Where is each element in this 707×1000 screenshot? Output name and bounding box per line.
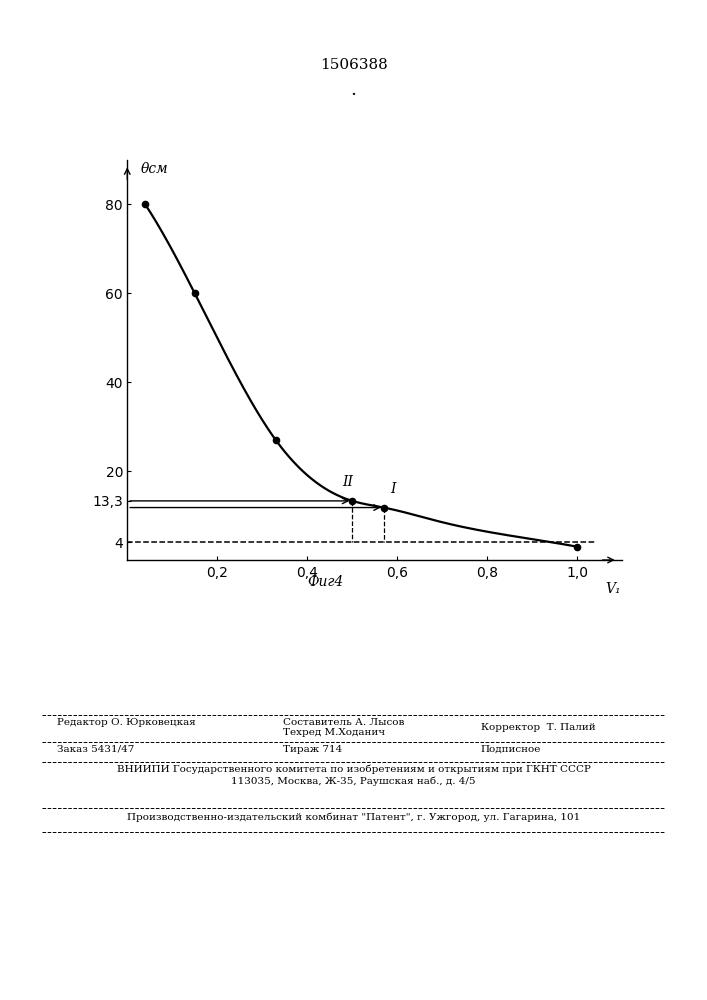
Text: Техред М.Хoданич: Техред М.Хoданич: [283, 728, 385, 737]
Text: II: II: [342, 475, 354, 489]
Text: 113035, Москва, Ж-35, Раушская наб., д. 4/5: 113035, Москва, Ж-35, Раушская наб., д. …: [231, 776, 476, 786]
Text: Тираж 714: Тираж 714: [283, 745, 342, 754]
Text: Составитель А. Лысов: Составитель А. Лысов: [283, 718, 404, 727]
Text: Заказ 5431/47: Заказ 5431/47: [57, 745, 134, 754]
Text: θсм: θсм: [141, 162, 168, 176]
Text: Фиг4: Фиг4: [307, 575, 344, 589]
Text: I: I: [390, 482, 395, 496]
Text: ·: ·: [351, 86, 356, 104]
Text: V₁: V₁: [605, 582, 621, 596]
Text: ВНИИПИ Государственного комитета по изобретениям и открытиям при ГКНТ СССР: ВНИИПИ Государственного комитета по изоб…: [117, 765, 590, 774]
Text: Подписное: Подписное: [481, 745, 541, 754]
Text: Редактор О. Юрковецкая: Редактор О. Юрковецкая: [57, 718, 195, 727]
Text: Производственно-издательский комбинат "Патент", г. Ужгород, ул. Гагарина, 101: Производственно-издательский комбинат "П…: [127, 812, 580, 822]
Text: 1506388: 1506388: [320, 58, 387, 72]
Text: Корректор  Т. Палий: Корректор Т. Палий: [481, 723, 595, 732]
